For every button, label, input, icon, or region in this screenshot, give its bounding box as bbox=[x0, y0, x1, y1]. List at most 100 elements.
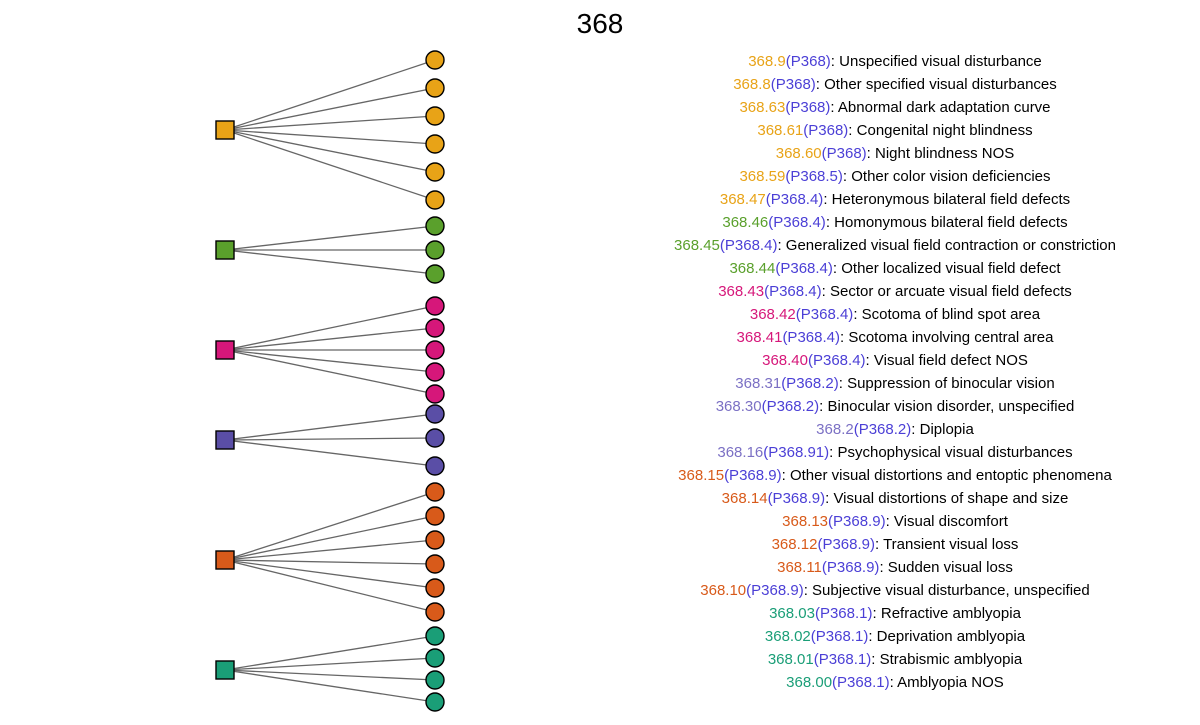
leaf-circle bbox=[426, 319, 444, 337]
legend-desc: Other color vision deficiencies bbox=[851, 168, 1050, 185]
legend-separator: : bbox=[782, 467, 790, 484]
legend-desc: Generalized visual field contraction or … bbox=[786, 237, 1116, 254]
graph-edge bbox=[225, 636, 435, 670]
legend-separator: : bbox=[816, 76, 824, 93]
legend-separator: : bbox=[875, 536, 883, 553]
legend-paren: (P368.4) bbox=[782, 329, 840, 346]
legend-paren: (P368.4) bbox=[808, 352, 866, 369]
legend-row: 368.02(P368.1): Deprivation amblyopia bbox=[600, 625, 1190, 648]
legend-desc: Refractive amblyopia bbox=[881, 605, 1021, 622]
legend-row: 368.44(P368.4): Other localized visual f… bbox=[600, 257, 1190, 280]
legend-code: 368.60 bbox=[776, 145, 822, 162]
legend-paren: (P368.1) bbox=[832, 674, 890, 691]
cluster-square bbox=[216, 241, 234, 259]
legend-code: 368.11 bbox=[777, 559, 822, 576]
legend-separator: : bbox=[839, 375, 847, 392]
leaf-circle bbox=[426, 627, 444, 645]
legend-desc: Visual discomfort bbox=[894, 513, 1008, 530]
legend-desc: Unspecified visual disturbance bbox=[839, 53, 1042, 70]
legend-row: 368.31(P368.2): Suppression of binocular… bbox=[600, 372, 1190, 395]
graph-edge bbox=[225, 438, 435, 440]
graph-edge bbox=[225, 328, 435, 350]
legend-paren: (P368) bbox=[803, 122, 848, 139]
legend-separator: : bbox=[868, 628, 876, 645]
cluster-square bbox=[216, 341, 234, 359]
legend-desc: Diplopia bbox=[920, 421, 974, 438]
legend-separator: : bbox=[886, 513, 894, 530]
legend-desc: Sector or arcuate visual field defects bbox=[830, 283, 1072, 300]
legend-code: 368.13 bbox=[782, 513, 828, 530]
graph-edge bbox=[225, 60, 435, 130]
leaf-circle bbox=[426, 429, 444, 447]
legend-separator: : bbox=[848, 122, 856, 139]
legend-paren: (P368.1) bbox=[815, 605, 873, 622]
legend-paren: (P368.4) bbox=[764, 283, 822, 300]
legend-paren: (P368.4) bbox=[768, 214, 826, 231]
legend-row: 368.11(P368.9): Sudden visual loss bbox=[600, 556, 1190, 579]
legend-paren: (P368.9) bbox=[828, 513, 886, 530]
legend-row: 368.60(P368): Night blindness NOS bbox=[600, 142, 1190, 165]
graph-edge bbox=[225, 658, 435, 670]
legend-row: 368.61(P368): Congenital night blindness bbox=[600, 119, 1190, 142]
graph-edge bbox=[225, 516, 435, 560]
legend-paren: (P368.4) bbox=[766, 191, 824, 208]
legend-code: 368.03 bbox=[769, 605, 815, 622]
legend-list: 368.9(P368): Unspecified visual disturba… bbox=[600, 50, 1190, 694]
graph-edge bbox=[225, 116, 435, 130]
leaf-circle bbox=[426, 79, 444, 97]
leaf-circle bbox=[426, 341, 444, 359]
legend-code: 368.01 bbox=[768, 651, 814, 668]
legend-desc: Scotoma of blind spot area bbox=[862, 306, 1040, 323]
legend-desc: Strabismic amblyopia bbox=[880, 651, 1023, 668]
leaf-circle bbox=[426, 405, 444, 423]
legend-code: 368.40 bbox=[762, 352, 808, 369]
leaf-circle bbox=[426, 297, 444, 315]
legend-separator: : bbox=[830, 99, 838, 116]
legend-code: 368.44 bbox=[729, 260, 775, 277]
cluster-square bbox=[216, 661, 234, 679]
leaf-circle bbox=[426, 51, 444, 69]
graph-edge bbox=[225, 414, 435, 440]
leaf-circle bbox=[426, 191, 444, 209]
legend-code: 368.2 bbox=[816, 421, 854, 438]
legend-paren: (P368.1) bbox=[814, 651, 872, 668]
leaf-circle bbox=[426, 483, 444, 501]
graph-svg bbox=[0, 0, 600, 720]
legend-code: 368.31 bbox=[735, 375, 781, 392]
cluster-square bbox=[216, 121, 234, 139]
legend-code: 368.41 bbox=[737, 329, 783, 346]
legend-separator: : bbox=[871, 651, 879, 668]
legend-code: 368.12 bbox=[772, 536, 818, 553]
leaf-circle bbox=[426, 603, 444, 621]
legend-paren: (P368.4) bbox=[796, 306, 854, 323]
legend-desc: Scotoma involving central area bbox=[848, 329, 1053, 346]
legend-desc: Homonymous bilateral field defects bbox=[834, 214, 1067, 231]
legend-paren: (P368.4) bbox=[775, 260, 833, 277]
legend-code: 368.61 bbox=[757, 122, 803, 139]
legend-separator: : bbox=[804, 582, 812, 599]
legend-paren: (P368.1) bbox=[811, 628, 869, 645]
legend-code: 368.15 bbox=[678, 467, 724, 484]
legend-desc: Other specified visual disturbances bbox=[824, 76, 1057, 93]
legend-code: 368.59 bbox=[739, 168, 785, 185]
legend-separator: : bbox=[822, 283, 830, 300]
legend-row: 368.9(P368): Unspecified visual disturba… bbox=[600, 50, 1190, 73]
legend-desc: Transient visual loss bbox=[883, 536, 1018, 553]
legend-desc: Congenital night blindness bbox=[857, 122, 1033, 139]
legend-separator: : bbox=[843, 168, 851, 185]
legend-desc: Visual field defect NOS bbox=[874, 352, 1028, 369]
legend-row: 368.8(P368): Other specified visual dist… bbox=[600, 73, 1190, 96]
legend-desc: Sudden visual loss bbox=[888, 559, 1013, 576]
legend-paren: (P368.9) bbox=[817, 536, 875, 553]
legend-paren: (P368) bbox=[786, 53, 831, 70]
legend-row: 368.40(P368.4): Visual field defect NOS bbox=[600, 349, 1190, 372]
leaf-circle bbox=[426, 457, 444, 475]
cluster-square bbox=[216, 551, 234, 569]
legend-row: 368.63(P368): Abnormal dark adaptation c… bbox=[600, 96, 1190, 119]
legend-code: 368.00 bbox=[786, 674, 832, 691]
graph-edge bbox=[225, 130, 435, 200]
leaf-circle bbox=[426, 671, 444, 689]
graph-edge bbox=[225, 306, 435, 350]
legend-desc: Visual distortions of shape and size bbox=[833, 490, 1068, 507]
legend-code: 368.45 bbox=[674, 237, 720, 254]
